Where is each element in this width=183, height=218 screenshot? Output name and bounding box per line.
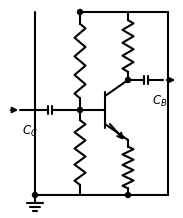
Circle shape bbox=[33, 192, 38, 198]
Circle shape bbox=[126, 78, 130, 82]
Circle shape bbox=[77, 107, 83, 112]
Text: $C_C$: $C_C$ bbox=[22, 124, 38, 139]
Circle shape bbox=[77, 10, 83, 15]
Text: $C_B$: $C_B$ bbox=[152, 94, 168, 109]
Circle shape bbox=[126, 192, 130, 198]
